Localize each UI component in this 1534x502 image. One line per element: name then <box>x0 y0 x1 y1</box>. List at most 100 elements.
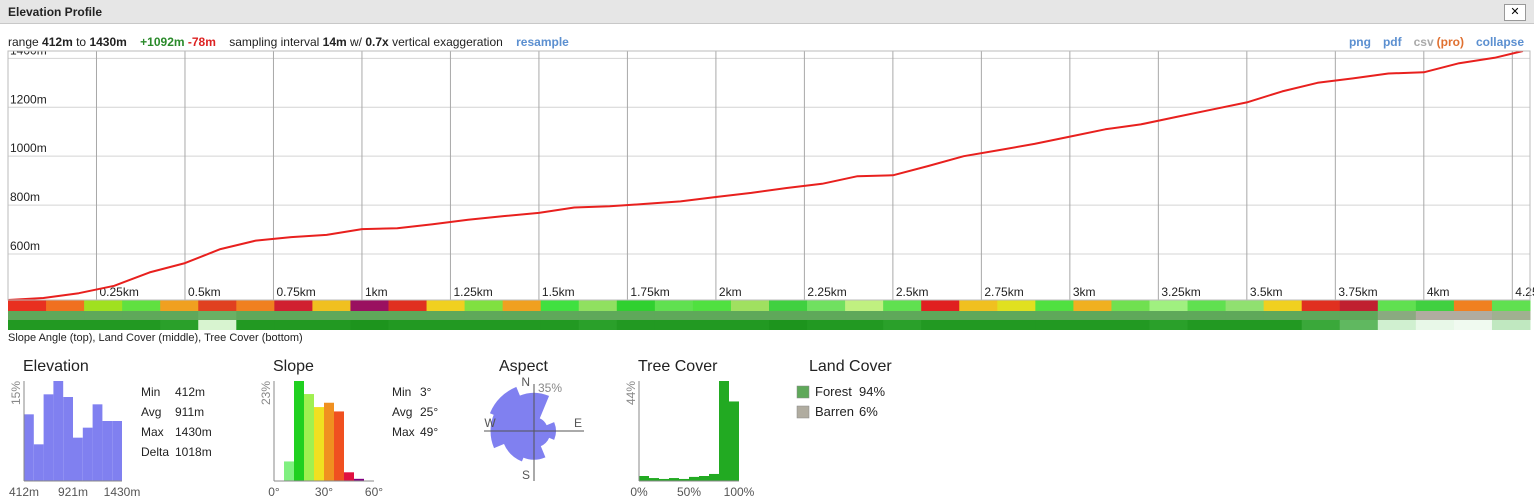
loss: -78m <box>187 35 216 49</box>
tree-strip-cell <box>769 320 808 330</box>
stat-value: 3° <box>420 385 432 399</box>
slope-strip-cell <box>198 300 237 311</box>
land-strip-cell <box>1225 311 1265 320</box>
panel-title: Tree Cover <box>638 358 718 375</box>
slope-strip-cell <box>997 300 1036 311</box>
close-button[interactable]: ✕ <box>1504 4 1526 21</box>
histogram-bar <box>63 397 73 481</box>
tree-strip-cell <box>46 320 85 330</box>
histogram-bar <box>709 473 719 481</box>
tree-strip-cell <box>1149 320 1189 330</box>
x-tick-label: 0% <box>630 485 648 499</box>
collapse-link[interactable]: collapse <box>1475 35 1524 49</box>
slope-strip-cell <box>84 300 123 311</box>
x-tick-label: 1.75km <box>630 285 669 299</box>
histogram-bar <box>43 394 54 481</box>
panel-title: Land Cover <box>809 358 892 375</box>
slope-strip-cell <box>921 300 960 311</box>
x-tick-label: 2.75km <box>984 285 1023 299</box>
stat-label: Min <box>392 385 411 399</box>
land-strip-cell <box>1035 311 1074 320</box>
slope-strip-cell <box>426 300 466 311</box>
tree-strip-cell <box>198 320 237 330</box>
summary-text: sampling interval <box>229 35 320 49</box>
tree-strip-cell <box>692 320 732 330</box>
slope-strip-cell <box>1073 300 1112 311</box>
legend-swatch <box>796 385 810 399</box>
land-strip-cell <box>997 311 1036 320</box>
land-strip-cell <box>426 311 466 320</box>
summary-text: w/ <box>350 35 363 49</box>
legend-value: 6% <box>859 404 878 419</box>
title-bar: Elevation Profile ✕ <box>0 0 1534 24</box>
slope-strip-cell <box>1187 300 1227 311</box>
histogram-bar <box>24 414 34 481</box>
y-tick-label: 1400m <box>10 43 47 57</box>
x-tick-label: 0.75km <box>276 285 315 299</box>
x-tick-label: 1.25km <box>453 285 492 299</box>
y-tick-label: 1000m <box>10 141 47 155</box>
y-tick-label: 44% <box>624 381 638 405</box>
pdf-link[interactable]: pdf <box>1382 35 1402 49</box>
slope-strip-cell <box>312 300 351 311</box>
legend-swatch <box>796 405 810 419</box>
png-link[interactable]: png <box>1348 35 1371 49</box>
slope-strip-cell <box>654 300 694 311</box>
slope-strip-cell <box>730 300 770 311</box>
tree-strip-cell <box>616 320 656 330</box>
export-links: png pdf csv (pro) collapse <box>1337 35 1524 49</box>
land-strip-cell <box>198 311 237 320</box>
histogram-bar <box>334 411 344 481</box>
tree-strip-cell <box>921 320 960 330</box>
tree-strip-cell <box>1111 320 1150 330</box>
direction-label: S <box>522 468 530 482</box>
resample-link[interactable]: resample <box>516 35 569 49</box>
slope-strip-cell <box>388 300 428 311</box>
land-strip-cell <box>540 311 580 320</box>
land-strip-cell <box>312 311 351 320</box>
x-tick-label: 50% <box>677 485 701 499</box>
stat-value: 49° <box>420 425 438 439</box>
summary-text: vertical exaggeration <box>392 35 503 49</box>
histogram-bar <box>699 476 709 481</box>
tree-strip-cell <box>388 320 428 330</box>
tree-strip-cell <box>84 320 123 330</box>
stat-label: Avg <box>392 405 412 419</box>
slope-strip-cell <box>1491 300 1531 311</box>
tree-strip-cell <box>1035 320 1074 330</box>
slope-strip-cell <box>807 300 846 311</box>
tree-strip-cell <box>845 320 884 330</box>
land-strip-cell <box>1187 311 1227 320</box>
histogram-bar <box>73 437 83 481</box>
histogram-bar <box>102 421 113 481</box>
tree-strip-cell <box>236 320 275 330</box>
slope-strip-cell <box>692 300 732 311</box>
x-tick-label: 1430m <box>104 485 141 499</box>
land-strip-cell <box>616 311 656 320</box>
stat-label: Max <box>141 425 164 439</box>
histogram-bar <box>314 407 324 481</box>
y-tick-label: 600m <box>10 239 40 253</box>
x-tick-label: 2km <box>719 285 742 299</box>
slope-strip-cell <box>540 300 580 311</box>
x-tick-label: 4.25km <box>1515 285 1534 299</box>
histogram-bar <box>284 461 294 481</box>
tree-strip-cell <box>1415 320 1455 330</box>
summary-value: 1430m <box>89 35 127 49</box>
slope-strip-cell <box>959 300 998 311</box>
direction-label: N <box>521 375 530 389</box>
tree-strip-cell <box>1491 320 1531 330</box>
histogram-bar <box>92 404 103 481</box>
land-strip-cell <box>8 311 47 320</box>
land-strip-cell <box>122 311 161 320</box>
histogram-bar <box>324 402 334 481</box>
land-strip-cell <box>692 311 732 320</box>
csv-link[interactable]: csv <box>1413 35 1434 49</box>
slope-strip-cell <box>883 300 922 311</box>
legend-value: 94% <box>859 384 885 399</box>
histogram-bar <box>82 427 93 481</box>
tree-strip-cell <box>654 320 694 330</box>
summary-value: 14m <box>322 35 347 49</box>
